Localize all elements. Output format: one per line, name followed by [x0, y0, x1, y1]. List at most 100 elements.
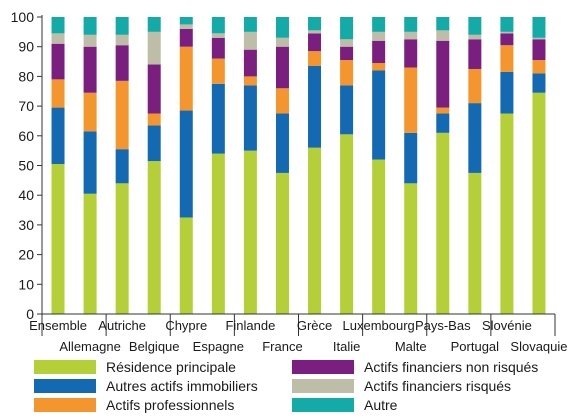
bar-segment	[468, 68, 482, 104]
bar-segment	[468, 34, 482, 40]
bar-segment	[275, 37, 289, 47]
bar-segment	[404, 183, 418, 314]
legend-swatch	[34, 398, 96, 412]
bar-segment	[83, 131, 97, 194]
x-category-label: Slovénie	[482, 318, 532, 333]
bar-segment	[340, 39, 354, 47]
bar-segment	[179, 28, 193, 47]
x-category-label: Malte	[395, 339, 427, 354]
bar-segment	[243, 17, 257, 32]
bar-segment	[147, 17, 161, 32]
legend-item: Autres actifs immobiliers	[34, 377, 258, 395]
bar-segment	[51, 33, 65, 44]
bar-segment	[500, 31, 514, 34]
bar-segment	[532, 37, 546, 40]
bar-segment	[115, 149, 129, 184]
bar-segment	[532, 60, 546, 74]
bar-segment	[275, 113, 289, 173]
bar-segment	[147, 64, 161, 114]
bar-segment	[83, 34, 97, 47]
bar-segment	[532, 73, 546, 93]
bar-segment	[308, 51, 322, 67]
bar-segment	[532, 92, 546, 314]
x-category-label: Finlande	[225, 318, 275, 333]
bar-segment	[179, 217, 193, 314]
bar-segment	[83, 193, 97, 314]
bar-segment	[308, 30, 322, 34]
bar-segment	[340, 60, 354, 86]
legend-item: Résidence principale	[34, 358, 236, 376]
bar-segment	[115, 17, 129, 35]
y-tick-label: 80	[18, 68, 34, 84]
x-category-label: France	[262, 339, 302, 354]
bar-segment	[179, 17, 193, 25]
bar-segment	[532, 17, 546, 38]
bar-segment	[51, 43, 65, 80]
x-category-label: Pays-Bas	[415, 318, 471, 333]
stacked-bar-chart: 0 10 20 30 40 50 60 70 80 90 100 Ensemble Allemagne A…	[11, 9, 568, 354]
bar-segment	[340, 134, 354, 314]
bar-segment	[340, 46, 354, 61]
bar-segment	[404, 17, 418, 32]
bar-segment	[243, 31, 257, 50]
bar-segment	[372, 70, 386, 160]
legend-label: Autre	[364, 397, 398, 413]
bar-segment	[468, 39, 482, 69]
legend-label: Actifs professionnels	[106, 397, 235, 413]
legend-swatch	[292, 360, 354, 374]
y-tick-label: 0	[26, 306, 34, 322]
bar-segment	[179, 46, 193, 111]
bar-segment	[115, 80, 129, 150]
legend-swatch	[292, 379, 354, 393]
bar-segment	[308, 66, 322, 148]
legend-label: Autres actifs immobiliers	[106, 378, 258, 394]
bar-segment	[179, 24, 193, 29]
bar-segment	[436, 132, 450, 314]
bar-segment	[115, 34, 129, 46]
bar-segment	[179, 110, 193, 218]
bar-segment	[340, 17, 354, 40]
x-category-label: Portugal	[451, 339, 500, 354]
bar-segment	[372, 63, 386, 71]
bar-segment	[147, 125, 161, 162]
bar-segment	[115, 183, 129, 314]
bar-segment	[404, 67, 418, 133]
bar-segment	[500, 45, 514, 72]
y-tick-label: 100	[11, 9, 35, 25]
x-category-label: Slovaquie	[510, 339, 567, 354]
bar-segment	[147, 31, 161, 65]
bar-segment	[83, 46, 97, 93]
bar-segment	[115, 45, 129, 81]
bar-segment	[275, 17, 289, 38]
bar-segment	[275, 46, 289, 89]
bar-segment	[340, 85, 354, 135]
bar-segment	[308, 17, 322, 31]
bar-segment	[532, 39, 546, 61]
legend-item: Autre	[292, 396, 397, 414]
legend-swatch	[34, 360, 96, 374]
bar-segment	[83, 17, 97, 35]
bar-segment	[211, 37, 225, 59]
x-category-label: Autriche	[98, 318, 146, 333]
bar-segment	[243, 76, 257, 86]
bar-segment	[211, 33, 225, 38]
bar-segment	[83, 92, 97, 132]
legend-item: Actifs professionnels	[34, 396, 234, 414]
bar-segment	[243, 85, 257, 151]
x-category-label: Italie	[333, 339, 360, 354]
legend-label: Actifs financiers risqués	[364, 378, 512, 394]
bar-segment	[436, 107, 450, 114]
bar-segment	[404, 31, 418, 40]
x-category-label: Grèce	[297, 318, 332, 333]
bar-segment	[308, 33, 322, 52]
bar-segment	[51, 107, 65, 165]
bar-segment	[211, 17, 225, 34]
bar-segment	[468, 17, 482, 35]
x-category-label: Espagne	[193, 339, 244, 354]
bar-segment	[468, 172, 482, 314]
legend-label: Actifs financiers non risqués	[364, 359, 539, 375]
bar-segment	[468, 103, 482, 173]
y-tick-label: 90	[18, 39, 34, 55]
y-tick-label: 50	[18, 158, 34, 174]
bar-segment	[436, 40, 450, 108]
